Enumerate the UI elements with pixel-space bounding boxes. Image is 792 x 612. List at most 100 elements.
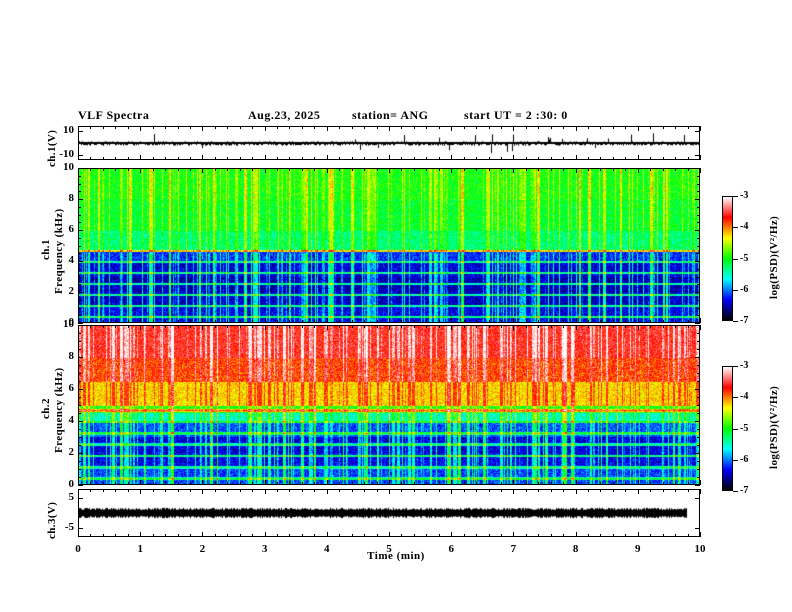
- axis-tick: [501, 482, 502, 485]
- axis-tick: [78, 498, 83, 499]
- axis-tick: [697, 477, 700, 478]
- axis-tick: [302, 482, 303, 485]
- axis-tick: [439, 157, 440, 160]
- axis-tick: [576, 155, 577, 160]
- axis-tick: [140, 480, 141, 485]
- axis-tick: [240, 126, 241, 129]
- axis-tick: [215, 489, 216, 492]
- axis-tick: [551, 126, 552, 129]
- axis-tick: [202, 155, 203, 160]
- axis-tick: [377, 325, 378, 328]
- axis-tick: [78, 333, 81, 334]
- axis-tick: [364, 534, 365, 537]
- axis-tick: [252, 168, 253, 171]
- axis-tick: [638, 532, 639, 537]
- axis-tick: [613, 157, 614, 160]
- axis-tick: [240, 157, 241, 160]
- axis-tick: [600, 489, 601, 492]
- axis-tick: [227, 126, 228, 129]
- axis-tick: [153, 168, 154, 171]
- axis-tick: [697, 176, 700, 177]
- axis-tick: [78, 365, 81, 366]
- colorbar-tick: [733, 321, 738, 322]
- axis-tick: [489, 482, 490, 485]
- x-tick-label: 2: [199, 543, 206, 555]
- axis-tick: [697, 300, 700, 301]
- axis-tick: [439, 534, 440, 537]
- axis-tick: [128, 157, 129, 160]
- axis-tick: [314, 482, 315, 485]
- x-tick-label: 3: [261, 543, 268, 555]
- axis-tick: [115, 325, 116, 328]
- axis-tick: [613, 320, 614, 323]
- axis-tick: [700, 480, 701, 485]
- axis-tick: [78, 277, 81, 278]
- axis-tick: [613, 325, 614, 328]
- axis-tick: [78, 453, 83, 454]
- axis-tick: [439, 126, 440, 129]
- axis-tick: [314, 489, 315, 492]
- axis-tick: [501, 325, 502, 328]
- axis-tick: [538, 325, 539, 328]
- axis-tick: [78, 131, 83, 132]
- y-tick-label: 6: [68, 223, 75, 235]
- axis-tick: [78, 469, 81, 470]
- y-tick-label: 4: [68, 254, 75, 266]
- axis-tick: [476, 482, 477, 485]
- axis-tick: [513, 155, 514, 160]
- axis-tick: [327, 155, 328, 160]
- ch1-colorbar-title: log(PSD)(V²/Hz): [768, 215, 780, 299]
- axis-tick: [327, 318, 328, 323]
- axis-tick: [451, 155, 452, 160]
- axis-tick: [697, 269, 700, 270]
- axis-tick: [78, 155, 79, 160]
- axis-tick: [695, 292, 700, 293]
- axis-tick: [451, 318, 452, 323]
- axis-tick: [600, 325, 601, 328]
- axis-tick: [153, 157, 154, 160]
- axis-tick: [339, 534, 340, 537]
- axis-tick: [576, 480, 577, 485]
- axis-tick: [688, 320, 689, 323]
- axis-tick: [401, 168, 402, 171]
- axis-tick: [165, 482, 166, 485]
- axis-tick: [401, 534, 402, 537]
- axis-tick: [688, 126, 689, 129]
- axis-tick: [489, 534, 490, 537]
- axis-tick: [688, 325, 689, 328]
- axis-tick: [364, 320, 365, 323]
- axis-tick: [563, 325, 564, 328]
- axis-tick: [538, 534, 539, 537]
- axis-tick: [78, 532, 79, 537]
- axis-tick: [78, 373, 81, 374]
- axis-tick: [576, 168, 577, 173]
- axis-tick: [426, 325, 427, 328]
- axis-tick: [215, 320, 216, 323]
- axis-tick: [178, 489, 179, 492]
- axis-tick: [252, 126, 253, 129]
- axis-tick: [165, 320, 166, 323]
- y-tick-label: -10: [59, 148, 74, 160]
- axis-tick: [115, 168, 116, 171]
- y-tick-label: 10: [63, 318, 74, 330]
- axis-tick: [190, 534, 191, 537]
- axis-tick: [675, 482, 676, 485]
- axis-tick: [513, 489, 514, 494]
- colorbar-tick: [733, 491, 738, 492]
- axis-tick: [302, 325, 303, 328]
- axis-tick: [695, 155, 700, 156]
- axis-tick: [302, 534, 303, 537]
- axis-tick: [551, 489, 552, 492]
- axis-tick: [302, 126, 303, 129]
- axis-tick: [90, 126, 91, 129]
- axis-tick: [78, 176, 81, 177]
- axis-tick: [551, 325, 552, 328]
- axis-tick: [352, 534, 353, 537]
- axis-tick: [489, 320, 490, 323]
- axis-tick: [426, 320, 427, 323]
- axis-tick: [697, 429, 700, 430]
- axis-tick: [115, 126, 116, 129]
- axis-tick: [389, 155, 390, 160]
- axis-tick: [90, 489, 91, 492]
- axis-tick: [489, 489, 490, 492]
